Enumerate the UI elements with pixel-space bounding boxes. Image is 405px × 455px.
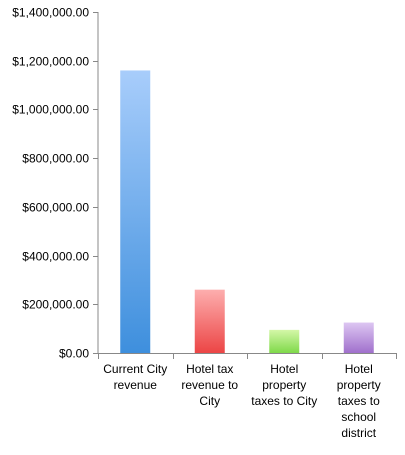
x-category-label-line: taxes to (338, 394, 380, 408)
x-category-label-line: revenue (114, 378, 158, 392)
y-tick-label: $1,400,000.00 (12, 6, 89, 20)
x-category-label: Hotel tax revenue to City (181, 362, 238, 408)
x-category-label-line: Hotel (345, 362, 373, 376)
y-tick-label: $200,000.00 (22, 298, 89, 312)
bar-4 (343, 322, 374, 353)
y-tick-label: $1,000,000.00 (12, 103, 89, 117)
x-category-label-line: Hotel tax (186, 362, 233, 376)
bars (120, 70, 374, 353)
x-category-label-line: property (337, 378, 381, 392)
bar-3 (269, 329, 300, 353)
x-category-label: Current City revenue (103, 362, 167, 392)
bar-1 (120, 70, 151, 353)
bar-2 (194, 289, 225, 353)
x-category-label-line: school (341, 410, 376, 424)
y-tick-label: $400,000.00 (22, 250, 89, 264)
y-tick-label: $1,200,000.00 (12, 55, 89, 69)
y-axis: $0.00 $200,000.00 $400,000.00 $600,000.00 $8… (12, 6, 99, 361)
y-tick-label: $600,000.00 (22, 201, 89, 215)
x-category-label-line: district (341, 426, 376, 440)
x-category-label-line: Hotel (270, 362, 298, 376)
y-tick-label: $800,000.00 (22, 152, 89, 166)
y-tick-label: $0.00 (59, 347, 89, 361)
x-category-label-line: Current City (103, 362, 167, 376)
x-category-label-line: taxes to City (251, 394, 317, 408)
x-category-label-line: City (199, 394, 220, 408)
x-category-label-line: property (262, 378, 306, 392)
x-category-label: Hotel property taxes to school district (337, 362, 381, 440)
x-category-label: Hotel property taxes to City (251, 362, 317, 408)
x-category-label-line: revenue to (181, 378, 238, 392)
x-axis: Current City revenue Hotel tax revenue to Ci… (98, 353, 397, 440)
